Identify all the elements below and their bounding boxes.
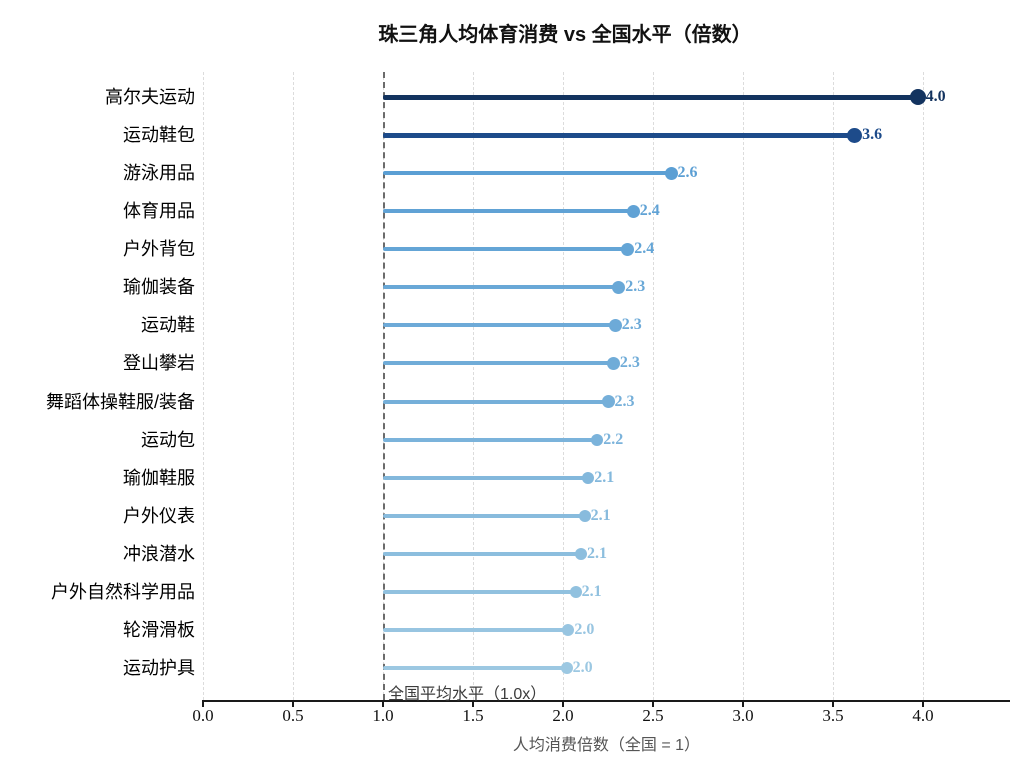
x-tick-label: 4.0 — [912, 706, 934, 725]
value-label: 2.2 — [603, 430, 624, 448]
grid-line — [743, 72, 744, 700]
x-axis-label: 人均消费倍数（全国 = 1） — [512, 737, 701, 754]
category-label: 户外自然科学用品 — [51, 581, 195, 602]
value-label: 2.0 — [574, 620, 595, 638]
x-tick-label: 0.5 — [282, 706, 304, 725]
lollipop-stem — [383, 171, 671, 176]
category-label: 冲浪潜水 — [123, 543, 195, 564]
baseline-line — [383, 72, 385, 700]
lollipop-stem — [383, 551, 581, 556]
value-label: 2.3 — [619, 354, 640, 372]
lollipop-stem — [383, 94, 918, 100]
x-tick-label: 2.5 — [642, 706, 664, 725]
tick-mark — [742, 700, 744, 707]
lollipop-dot — [664, 166, 678, 180]
value-label: 2.0 — [572, 659, 593, 677]
lollipop-dot — [562, 623, 575, 636]
lollipop-dot — [591, 433, 604, 446]
lollipop-stem — [383, 247, 628, 252]
tick-mark — [832, 700, 834, 707]
lollipop-stem — [383, 209, 634, 214]
lollipop-dot — [612, 280, 626, 294]
category-label: 户外背包 — [123, 239, 195, 260]
category-label: 舞蹈体操鞋服/装备 — [45, 391, 195, 412]
category-label: 瑜伽鞋服 — [123, 467, 195, 488]
grid-line — [923, 72, 924, 700]
grid-line — [473, 72, 474, 700]
lollipop-stem — [383, 666, 567, 671]
baseline-annotation: 全国平均水平（1.0x） — [388, 686, 547, 703]
value-label: 4.0 — [925, 88, 946, 105]
chart-title: 珠三角人均体育消费 vs 全国水平（倍数） — [378, 24, 752, 46]
category-label: 运动包 — [141, 429, 195, 450]
lollipop-stem — [383, 627, 569, 632]
value-label: 3.6 — [862, 126, 883, 144]
lollipop-dot — [582, 471, 595, 484]
tick-mark — [922, 700, 924, 707]
x-tick-label: 3.5 — [822, 706, 844, 725]
lollipop-dot — [621, 242, 635, 256]
tick-mark — [202, 700, 204, 707]
category-label: 运动护具 — [123, 658, 195, 679]
grid-line — [563, 72, 564, 700]
lollipop-dot — [601, 395, 615, 409]
category-label: 户外仪表 — [123, 505, 195, 526]
value-label: 2.6 — [677, 164, 698, 182]
tick-mark — [292, 700, 294, 707]
category-label: 运动鞋包 — [123, 125, 195, 146]
lollipop-stem — [383, 285, 619, 290]
lollipop-stem — [383, 132, 855, 138]
lollipop-dot — [569, 585, 582, 598]
category-label: 体育用品 — [123, 201, 195, 222]
lollipop-stem — [383, 513, 585, 518]
lollipop-dot — [626, 204, 640, 218]
grid-line — [833, 72, 834, 700]
tick-mark — [562, 700, 564, 707]
lollipop-dot — [606, 356, 620, 370]
lollipop-dot — [560, 662, 573, 675]
grid-line — [293, 72, 294, 700]
value-label: 2.1 — [587, 544, 607, 562]
value-label: 2.3 — [614, 392, 635, 410]
lollipop-stem — [383, 437, 598, 442]
value-label: 2.4 — [634, 240, 655, 258]
x-tick-label: 1.0 — [372, 706, 394, 725]
tick-mark — [472, 700, 474, 707]
lollipop-dot — [575, 547, 587, 560]
lollipop-stem — [383, 361, 614, 366]
grid-line — [203, 72, 204, 700]
value-label: 2.1 — [590, 506, 611, 524]
x-tick-label: 0.0 — [192, 706, 214, 725]
value-label: 2.4 — [639, 202, 660, 220]
lollipop-stem — [383, 323, 616, 328]
tick-mark — [382, 700, 384, 707]
x-tick-label: 2.0 — [552, 706, 574, 725]
lollipop-stem — [383, 399, 608, 404]
lollipop-dot — [847, 127, 863, 143]
lollipop-stem — [383, 475, 589, 480]
category-label: 登山攀岩 — [123, 353, 195, 374]
category-label: 游泳用品 — [123, 163, 195, 184]
category-label: 轮滑滑板 — [123, 619, 195, 640]
grid-line — [653, 72, 654, 700]
lollipop-dot — [608, 318, 622, 332]
tick-mark — [652, 700, 654, 707]
value-label: 2.3 — [625, 278, 646, 296]
x-tick-label: 3.0 — [732, 706, 754, 725]
lollipop-dot — [909, 89, 926, 105]
lollipop-stem — [383, 589, 576, 594]
lollipop-dot — [578, 509, 591, 522]
category-label: 瑜伽装备 — [123, 277, 195, 298]
category-label: 运动鞋 — [141, 315, 195, 336]
value-label: 2.1 — [581, 582, 602, 600]
value-label: 2.3 — [621, 316, 642, 334]
value-label: 2.1 — [594, 468, 615, 486]
category-label: 高尔夫运动 — [105, 87, 195, 107]
x-tick-label: 1.5 — [462, 706, 484, 725]
x-axis-line — [203, 700, 1010, 702]
